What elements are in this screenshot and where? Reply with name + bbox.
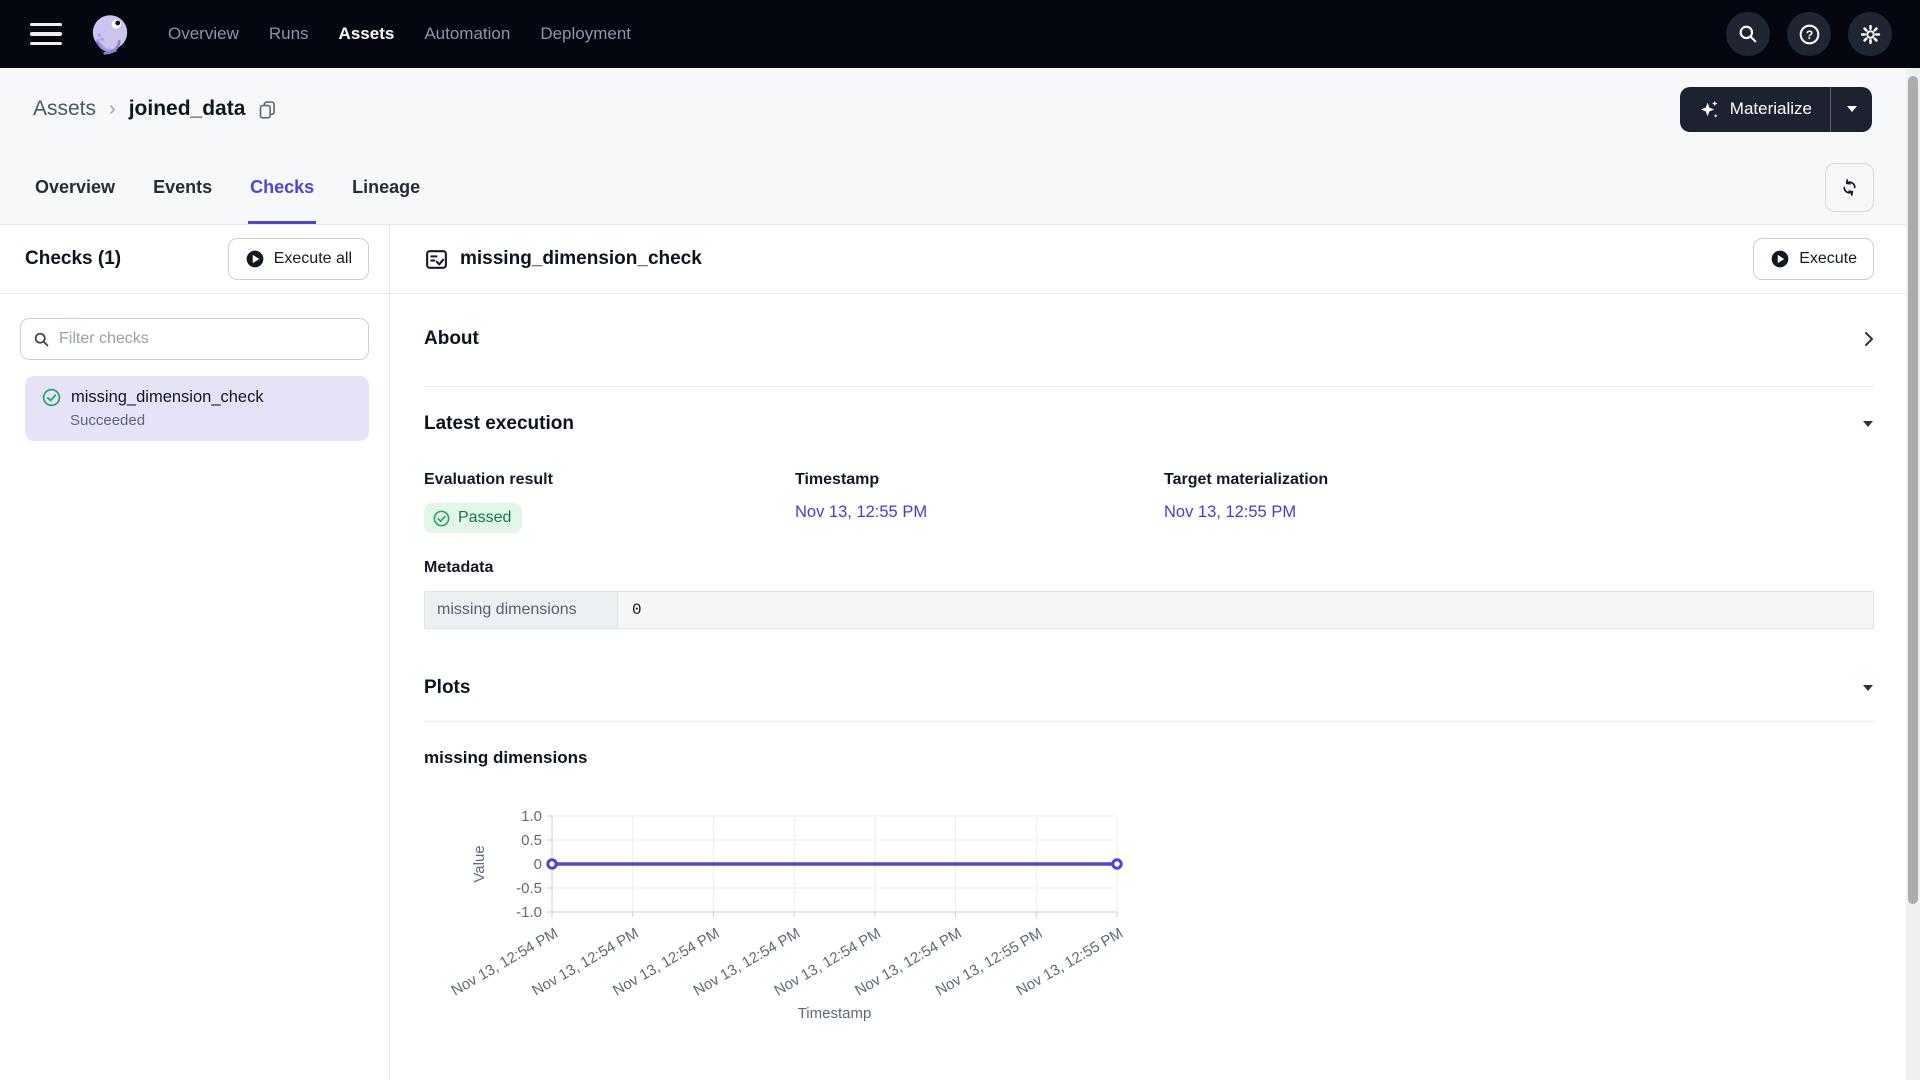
- plots-section-title: Plots: [424, 677, 470, 699]
- timestamp-label: Timestamp: [795, 471, 1164, 489]
- execute-button[interactable]: Execute: [1753, 238, 1874, 280]
- check-status: Succeeded: [70, 412, 353, 429]
- check-detail-title: missing_dimension_check: [424, 247, 702, 272]
- tab-events[interactable]: Events: [151, 150, 214, 224]
- primary-nav: Overview Runs Assets Automation Deployme…: [168, 24, 631, 44]
- check-circle-icon: [432, 509, 451, 528]
- svg-text:Timestamp: Timestamp: [798, 1005, 872, 1022]
- breadcrumb-assets-link[interactable]: Assets: [33, 97, 96, 121]
- latest-execution-section-toggle[interactable]: Latest execution: [424, 413, 1874, 435]
- copy-icon: [257, 99, 278, 120]
- check-detail-body: About Latest execution Evaluation result: [390, 294, 1920, 1032]
- passed-badge-label: Passed: [458, 509, 511, 527]
- check-success-icon: [41, 387, 62, 408]
- tab-checks[interactable]: Checks: [248, 150, 316, 224]
- page-scrollbar-thumb[interactable]: [1908, 76, 1918, 904]
- latest-execution-fields: Evaluation result Passed Timestamp N: [424, 471, 1874, 533]
- search-icon: [33, 331, 50, 348]
- target-materialization-link[interactable]: Nov 13, 12:55 PM: [1164, 503, 1296, 521]
- hamburger-menu-icon[interactable]: [30, 23, 62, 45]
- play-icon: [245, 249, 265, 269]
- nav-item-assets[interactable]: Assets: [339, 24, 395, 44]
- play-icon: [1770, 249, 1790, 269]
- filter-checks-box: [20, 318, 369, 360]
- nav-item-automation[interactable]: Automation: [424, 24, 510, 44]
- passed-badge: Passed: [424, 503, 522, 533]
- check-detail-header: missing_dimension_check Execute: [390, 225, 1920, 294]
- plot-title: missing dimensions: [424, 748, 1874, 768]
- settings-button[interactable]: [1848, 12, 1892, 56]
- materialize-button[interactable]: Materialize: [1680, 87, 1830, 132]
- svg-text:1.0: 1.0: [521, 808, 542, 825]
- page-title: joined_data: [129, 97, 246, 121]
- metadata-table: missing dimensions 0: [424, 591, 1874, 629]
- checks-sidebar: Checks (1) Execute all m: [0, 225, 390, 1080]
- copy-asset-name-button[interactable]: [257, 99, 278, 120]
- page-scrollbar-track: [1906, 68, 1920, 1080]
- nav-item-deployment[interactable]: Deployment: [540, 24, 631, 44]
- svg-text:0: 0: [534, 856, 542, 873]
- nav-item-runs[interactable]: Runs: [269, 24, 309, 44]
- gear-icon: [1859, 23, 1882, 46]
- plots-divider: [424, 721, 1874, 722]
- materialize-split-button: Materialize: [1680, 87, 1872, 132]
- check-detail-panel: missing_dimension_check Execute About: [390, 225, 1920, 1080]
- latest-execution-title: Latest execution: [424, 413, 574, 435]
- tab-lineage[interactable]: Lineage: [350, 150, 422, 224]
- content-area: Checks (1) Execute all m: [0, 225, 1920, 1080]
- navbar-actions: ?: [1726, 12, 1892, 56]
- target-materialization-field: Target materialization Nov 13, 12:55 PM: [1164, 471, 1874, 533]
- refresh-icon: [1839, 177, 1860, 198]
- evaluation-result-field: Evaluation result Passed: [424, 471, 795, 533]
- page-header: Assets › joined_data Materialize: [0, 68, 1920, 225]
- filter-checks-input[interactable]: [59, 330, 356, 348]
- checks-count-title: Checks (1): [25, 248, 121, 270]
- check-name: missing_dimension_check: [71, 388, 264, 407]
- breadcrumb-separator: ›: [109, 98, 116, 121]
- breadcrumb: Assets › joined_data Materialize: [0, 68, 1920, 150]
- timestamp-link[interactable]: Nov 13, 12:55 PM: [795, 503, 927, 521]
- about-section-title: About: [424, 328, 479, 350]
- sparkle-icon: [1698, 98, 1721, 121]
- execute-all-button[interactable]: Execute all: [228, 238, 369, 280]
- search-button[interactable]: [1726, 12, 1770, 56]
- asset-check-icon: [424, 247, 449, 272]
- chevron-down-icon: [1846, 105, 1858, 113]
- help-icon: ?: [1798, 23, 1821, 46]
- check-list-item[interactable]: missing_dimension_check Succeeded: [25, 376, 369, 441]
- chevron-right-icon: [1864, 331, 1874, 347]
- timestamp-field: Timestamp Nov 13, 12:55 PM: [795, 471, 1164, 533]
- metadata-value: 0: [618, 592, 1873, 628]
- check-title-text: missing_dimension_check: [460, 248, 702, 270]
- about-section-toggle[interactable]: About: [424, 328, 1874, 350]
- execute-label: Execute: [1799, 250, 1857, 268]
- dagster-octopus-logo[interactable]: [84, 8, 136, 60]
- svg-text:-0.5: -0.5: [516, 880, 542, 897]
- missing-dimensions-line-chart: 1.00.50-0.5-1.0Nov 13, 12:54 PMNov 13, 1…: [424, 782, 1204, 1032]
- svg-text:Value: Value: [471, 845, 488, 882]
- asset-tabs: Overview Events Checks Lineage: [0, 150, 1920, 225]
- target-materialization-label: Target materialization: [1164, 471, 1874, 489]
- svg-text:-1.0: -1.0: [516, 904, 542, 921]
- checks-sidebar-header: Checks (1) Execute all: [0, 225, 389, 294]
- execute-all-label: Execute all: [274, 250, 352, 268]
- nav-item-overview[interactable]: Overview: [168, 24, 239, 44]
- svg-text:0.5: 0.5: [521, 832, 542, 849]
- help-button[interactable]: ?: [1787, 12, 1831, 56]
- materialize-label: Materialize: [1730, 99, 1812, 119]
- metadata-key: missing dimensions: [425, 592, 618, 628]
- metadata-heading: Metadata: [424, 559, 1874, 577]
- evaluation-result-label: Evaluation result: [424, 471, 795, 489]
- chevron-down-icon: [1862, 420, 1874, 428]
- top-navbar: Overview Runs Assets Automation Deployme…: [0, 0, 1920, 68]
- svg-text:?: ?: [1805, 27, 1812, 41]
- tab-overview[interactable]: Overview: [33, 150, 117, 224]
- refresh-button[interactable]: [1825, 163, 1874, 212]
- materialize-dropdown-button[interactable]: [1830, 87, 1872, 132]
- chevron-down-icon: [1862, 684, 1874, 692]
- plots-section-toggle[interactable]: Plots: [424, 677, 1874, 699]
- search-icon: [1737, 23, 1759, 45]
